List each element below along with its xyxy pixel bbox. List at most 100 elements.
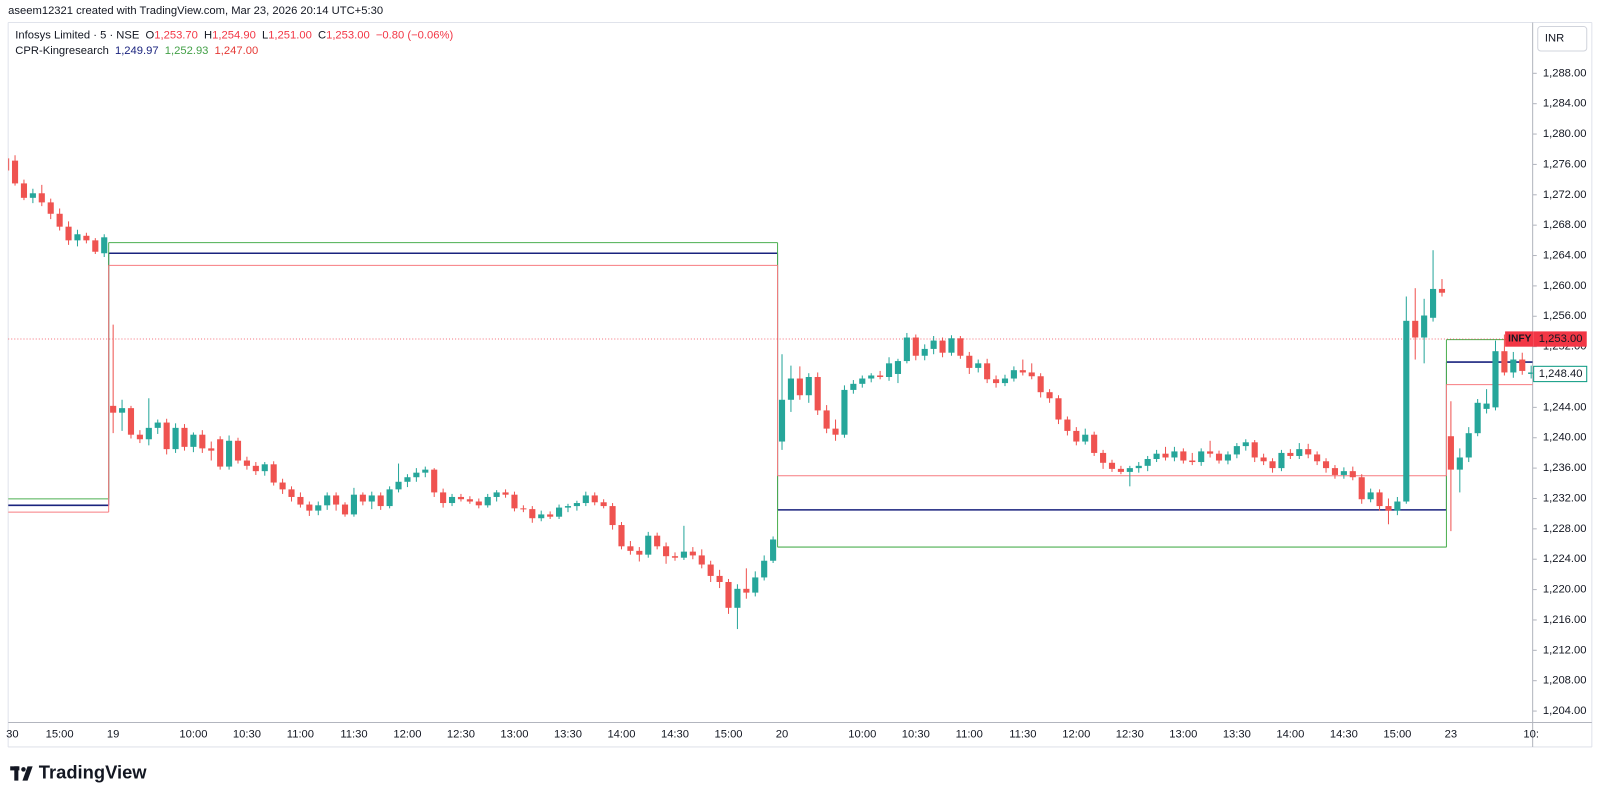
candle-body — [1358, 477, 1365, 500]
y-tick-label: 1,240.00 — [1543, 432, 1587, 444]
candle-body — [297, 496, 304, 505]
x-tick-label: 14:30 — [661, 729, 689, 741]
candle-body — [609, 506, 616, 526]
y-tick-label: 1,232.00 — [1543, 492, 1587, 504]
candle-body — [1403, 320, 1410, 502]
candle-body — [564, 506, 572, 508]
symbol: Infosys Limited · 5 · NSE — [15, 30, 139, 42]
x-tick-label: 14:00 — [1276, 729, 1304, 741]
candle-body — [984, 363, 991, 380]
y-tick-label: 1,204.00 — [1543, 705, 1587, 717]
candle-body — [1010, 370, 1017, 379]
x-tick-label: 12:30 — [1116, 729, 1144, 741]
candle-body — [11, 160, 19, 184]
candle-body — [74, 234, 81, 241]
currency-button[interactable] — [1537, 26, 1588, 52]
x-tick-label: 10:00 — [179, 729, 207, 741]
candle-body — [422, 469, 429, 473]
y-tick-label: 1,280.00 — [1543, 128, 1587, 140]
y-axis: 1,204.00 1,208.00 1,212.00 1,216.00 1,220.00… — [1505, 67, 1588, 717]
candle-body — [1100, 452, 1107, 463]
x-tick-label: 10:30 — [902, 729, 930, 741]
candle-body — [868, 375, 875, 379]
currency[interactable]: INR — [1545, 33, 1564, 45]
candle-body — [1144, 458, 1151, 466]
candle-body — [1438, 288, 1446, 293]
candle-body — [1519, 359, 1526, 371]
candle-body — [520, 508, 527, 510]
candle-body — [1215, 453, 1223, 461]
candle-body — [1305, 449, 1312, 455]
logo-text: TradingView — [39, 761, 148, 782]
ohlc-key: H — [204, 30, 212, 42]
candle-body — [618, 525, 625, 547]
candle-body — [234, 440, 242, 461]
candle-body — [199, 434, 206, 449]
candle-body — [1198, 451, 1205, 463]
candle-body — [1510, 359, 1517, 373]
candle-body — [226, 440, 233, 467]
x-tick-label: 15:00 — [714, 729, 742, 741]
candle-body — [796, 378, 803, 396]
last-price-label: 1,253.00 — [1539, 333, 1583, 345]
candle-body — [270, 464, 277, 483]
candle-body — [261, 464, 268, 472]
candle-body — [208, 448, 215, 451]
candle-body — [92, 240, 99, 252]
candle-body — [850, 383, 857, 390]
candle-body — [734, 588, 741, 608]
candle-body — [1233, 446, 1240, 455]
candle-body — [448, 496, 456, 504]
candle-body — [1340, 471, 1347, 475]
candle-body — [127, 408, 135, 435]
candle-body — [1528, 372, 1533, 374]
y-tick-label: 1,256.00 — [1543, 310, 1587, 322]
candle-body — [1412, 320, 1419, 338]
candle-body — [529, 509, 536, 519]
y-tick-label: 1,288.00 — [1543, 67, 1587, 79]
candle-body — [993, 379, 1000, 384]
candle-body — [1082, 434, 1089, 442]
candle-body — [1251, 442, 1258, 458]
candle-body — [1028, 372, 1035, 377]
x-tick-label: 11:30 — [1009, 729, 1036, 741]
candle-body — [1180, 451, 1187, 461]
candle-body — [654, 535, 661, 547]
candle-body — [1189, 460, 1196, 463]
y-tick-label: 1,216.00 — [1543, 614, 1587, 626]
candle-body — [511, 494, 518, 509]
candle-body — [1385, 506, 1392, 511]
y-tick-label: 1,208.00 — [1543, 675, 1587, 687]
candle-body — [136, 434, 143, 440]
x-tick-label: 11:00 — [956, 729, 983, 741]
x-tick-label: 12:00 — [1062, 729, 1090, 741]
candle-body — [921, 348, 928, 356]
ohlc-value: 1,251.00 — [268, 30, 312, 42]
candle-body — [966, 355, 973, 368]
candle-body — [341, 504, 349, 515]
candle-body — [939, 340, 946, 353]
logo-mark — [14, 766, 19, 781]
candle-body — [814, 377, 821, 411]
candle-body — [894, 361, 902, 374]
candle-body — [315, 505, 322, 511]
attribution: aseem12321 created with TradingView.com,… — [8, 5, 383, 17]
x-tick-label: 11:30 — [340, 729, 367, 741]
candle-body — [752, 577, 759, 593]
candle-body — [787, 378, 794, 400]
candle-body — [484, 496, 491, 506]
candle-body — [778, 399, 786, 442]
candle-body — [930, 340, 937, 349]
candle-body — [1456, 457, 1463, 470]
y-tick-label: 1,236.00 — [1543, 462, 1587, 474]
candle-body — [83, 235, 90, 241]
x-tick-label: 13:30 — [1223, 729, 1251, 741]
candle-body — [1001, 378, 1009, 384]
candle-body — [832, 428, 839, 435]
candle-body — [1465, 433, 1472, 458]
candle-body — [493, 492, 500, 497]
candle-body — [689, 551, 696, 556]
candle-body — [457, 496, 465, 500]
